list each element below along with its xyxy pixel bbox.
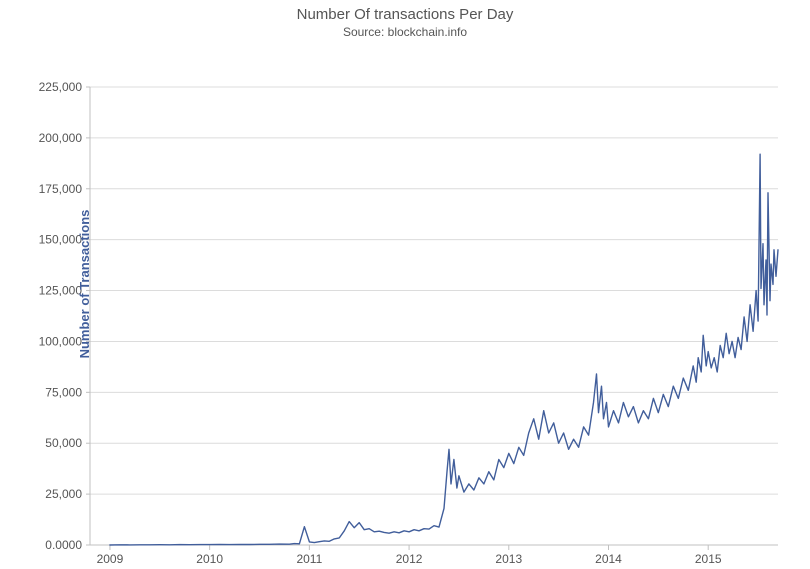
y-tick-label: 50,000: [45, 436, 82, 450]
data-line: [110, 154, 778, 545]
y-axis-title: Number of Transactions: [77, 210, 92, 359]
x-tick-label: 2014: [595, 552, 622, 566]
chart-title: Number Of transactions Per Day: [0, 0, 810, 23]
y-tick-label: 150,000: [39, 233, 83, 247]
y-tick-label: 0.0000: [45, 538, 82, 552]
x-tick-label: 2011: [296, 552, 322, 566]
x-tick-label: 2012: [396, 552, 423, 566]
chart-plot: 0.0000 25,000 50,000 75,000 100,000 125,000 15…: [0, 39, 810, 569]
y-tick-label: 225,000: [39, 80, 83, 94]
y-tick-label: 25,000: [45, 487, 82, 501]
x-tick-label: 2010: [196, 552, 223, 566]
chart-subtitle: Source: blockchain.info: [0, 25, 810, 39]
x-tick-label: 2009: [97, 552, 124, 566]
y-tick-label: 125,000: [39, 284, 83, 298]
x-tick-label: 2015: [695, 552, 722, 566]
y-tick-label: 75,000: [45, 385, 82, 399]
y-tick-label: 100,000: [39, 334, 83, 348]
y-tick-label: 200,000: [39, 131, 83, 145]
chart-container: Number Of transactions Per Day Source: b…: [0, 0, 810, 568]
y-tick-label: 175,000: [39, 182, 83, 196]
x-tick-label: 2013: [495, 552, 522, 566]
